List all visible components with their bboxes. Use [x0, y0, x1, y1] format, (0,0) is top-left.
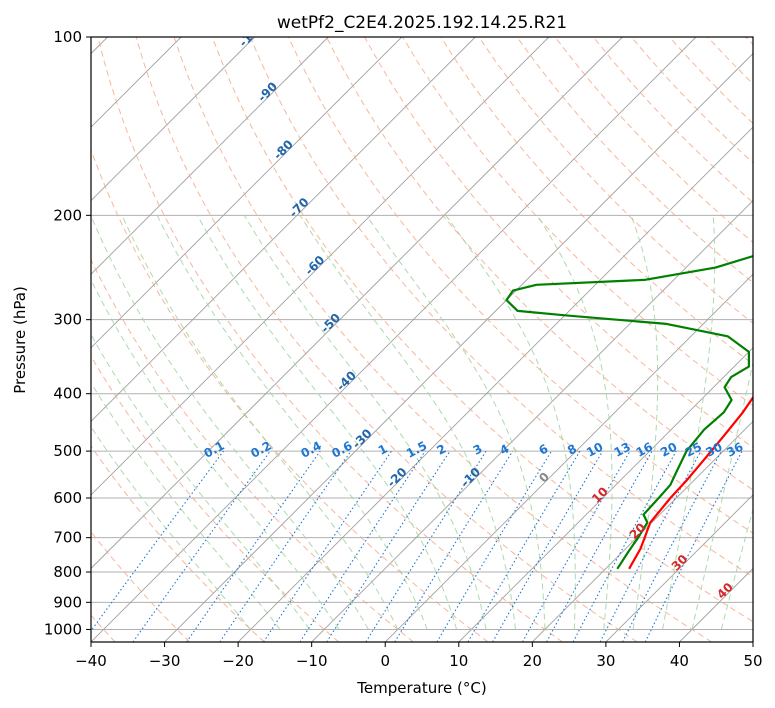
mixing-ratio-line	[522, 450, 631, 642]
temperature-profile-line	[628, 395, 753, 570]
moist-adiabat-line	[691, 360, 753, 630]
isotherm-line	[752, 641, 753, 642]
moist-adiabat-line	[299, 215, 516, 630]
mixing-ratio-line	[299, 450, 426, 642]
moist-adiabat-line	[630, 215, 659, 630]
x-tick-label: 0	[380, 652, 390, 670]
dry-adiabat-line	[173, 37, 713, 642]
mixing-ratio-line	[572, 450, 677, 642]
mixing-ratio-label: 36	[724, 440, 745, 460]
series-layer	[505, 254, 753, 570]
chart-title: wetPf2_C2E4.2025.192.14.25.R21	[277, 13, 567, 33]
dry-adiabat-line	[91, 355, 340, 642]
isotherm-line	[91, 37, 550, 496]
isotherm-line	[91, 37, 255, 202]
mixing-ratio-label: 13	[612, 440, 633, 460]
moist-adiabat-line	[91, 278, 340, 630]
moist-adiabat-line	[662, 215, 716, 630]
moist-adiabat-line	[91, 425, 252, 630]
isotherm-line	[605, 494, 753, 642]
y-tick-label: 800	[53, 563, 82, 581]
isotherm-line	[91, 37, 697, 642]
mixing-ratio-label: 25	[683, 440, 704, 460]
x-tick-label: −10	[296, 652, 328, 670]
mixing-ratio-line	[132, 450, 271, 642]
mixing-ratio-line	[91, 450, 224, 632]
dry-adiabat-line	[91, 258, 414, 642]
dry-adiabat-line	[326, 37, 753, 491]
plot-frame	[90, 36, 754, 643]
x-axis: −40 −30 −20 −10 0 10 20 30 40 50	[75, 642, 763, 670]
isotherm-line	[532, 420, 753, 642]
isotherm-line	[91, 37, 329, 275]
dewpoint-profile-line	[505, 254, 753, 570]
x-tick-label: −30	[149, 652, 181, 670]
mixing-ratio-line	[394, 450, 514, 642]
mixing-ratio-label: 10	[584, 440, 605, 460]
moist-adiabat-line	[445, 215, 576, 630]
mixing-ratio-line	[546, 450, 653, 642]
y-tick-label: 600	[53, 489, 82, 507]
moist-adiabat-line	[156, 215, 428, 630]
y-axis-label: Pressure (hPa)	[11, 286, 29, 394]
isotherm-line	[237, 126, 753, 642]
y-tick-label: 900	[53, 593, 82, 611]
y-tick-label: 300	[53, 311, 82, 329]
mixing-ratio-line	[186, 450, 321, 642]
isotherm-line	[458, 347, 753, 642]
x-tick-label: −40	[75, 652, 107, 670]
plot-background	[91, 37, 753, 642]
mixing-ratio-line	[326, 450, 451, 642]
y-axis: 100 200 300 400 500 600 700 800 900 1000	[44, 28, 91, 638]
x-tick-label: 50	[743, 652, 762, 670]
y-tick-label: 1000	[44, 620, 82, 638]
x-axis-label: Temperature (°C)	[356, 679, 486, 697]
isotherm-line	[384, 273, 753, 642]
x-tick-label: −20	[222, 652, 254, 670]
mixing-ratio-label: 30	[703, 440, 724, 460]
y-tick-label: 200	[53, 206, 82, 224]
mixing-ratio-line	[644, 450, 743, 642]
mixing-ratio-label: 20	[658, 440, 679, 460]
moist-adiabat-line	[243, 215, 487, 630]
y-tick-label: 400	[53, 385, 82, 403]
dry-adiabat-line	[249, 37, 753, 578]
y-tick-label: 500	[53, 442, 82, 460]
moist-adiabat-line	[197, 215, 458, 630]
isotherm-line	[164, 52, 753, 642]
mixing-ratio-line	[219, 450, 352, 642]
x-tick-label: 20	[523, 652, 542, 670]
x-tick-label: 10	[449, 652, 468, 670]
y-tick-label: 100	[53, 28, 82, 46]
y-tick-label: 700	[53, 529, 82, 547]
isotherm-line	[91, 37, 623, 570]
mixing-ratio-line	[263, 450, 392, 642]
moist-adiabat-line	[365, 215, 546, 630]
mixing-ratio-label: 16	[634, 440, 655, 460]
isotherm-line	[91, 37, 476, 422]
moist-adiabat-line	[91, 381, 281, 630]
x-tick-label: 30	[596, 652, 615, 670]
moist-adiabat-line	[91, 333, 310, 630]
isotherm-line	[91, 37, 403, 349]
dry-adiabat-line	[91, 445, 265, 642]
background-lines	[91, 37, 753, 642]
moist-adiabat-line	[91, 215, 369, 630]
dry-adiabat-line	[97, 37, 563, 642]
x-tick-label: 40	[670, 652, 689, 670]
moist-adiabat-line	[121, 215, 399, 630]
dry-adiabat-line	[211, 37, 753, 623]
moist-adiabat-line	[536, 215, 613, 630]
dry-adiabat-line	[287, 37, 753, 534]
